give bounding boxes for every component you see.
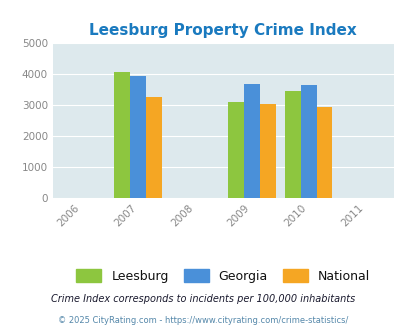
Bar [284, 91, 300, 198]
Text: Crime Index corresponds to incidents per 100,000 inhabitants: Crime Index corresponds to incidents per… [51, 294, 354, 304]
Bar [114, 72, 130, 198]
Legend: Leesburg, Georgia, National: Leesburg, Georgia, National [70, 263, 375, 289]
Bar [130, 77, 146, 198]
Bar [146, 97, 162, 198]
Bar [316, 107, 332, 198]
Bar [243, 84, 259, 198]
Bar [227, 102, 243, 198]
Title: Leesburg Property Crime Index: Leesburg Property Crime Index [89, 22, 356, 38]
Text: © 2025 CityRating.com - https://www.cityrating.com/crime-statistics/: © 2025 CityRating.com - https://www.city… [58, 316, 347, 325]
Bar [259, 104, 275, 198]
Bar [300, 85, 316, 198]
